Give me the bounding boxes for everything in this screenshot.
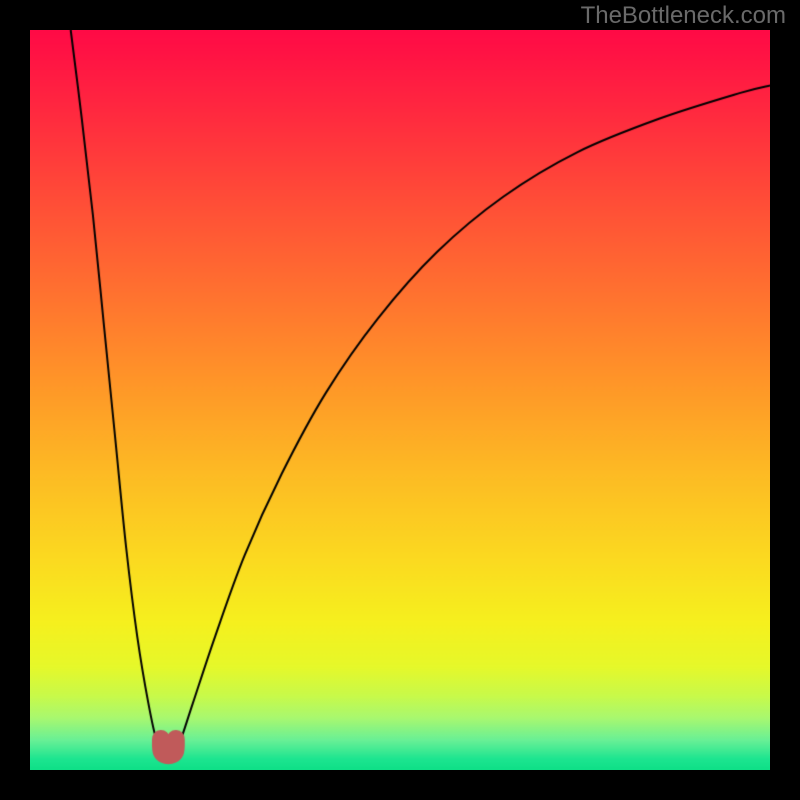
curve-canvas	[30, 30, 770, 770]
watermark-text: TheBottleneck.com	[581, 2, 786, 30]
plot-area	[30, 30, 770, 770]
chart-container: TheBottleneck.com	[0, 0, 800, 800]
